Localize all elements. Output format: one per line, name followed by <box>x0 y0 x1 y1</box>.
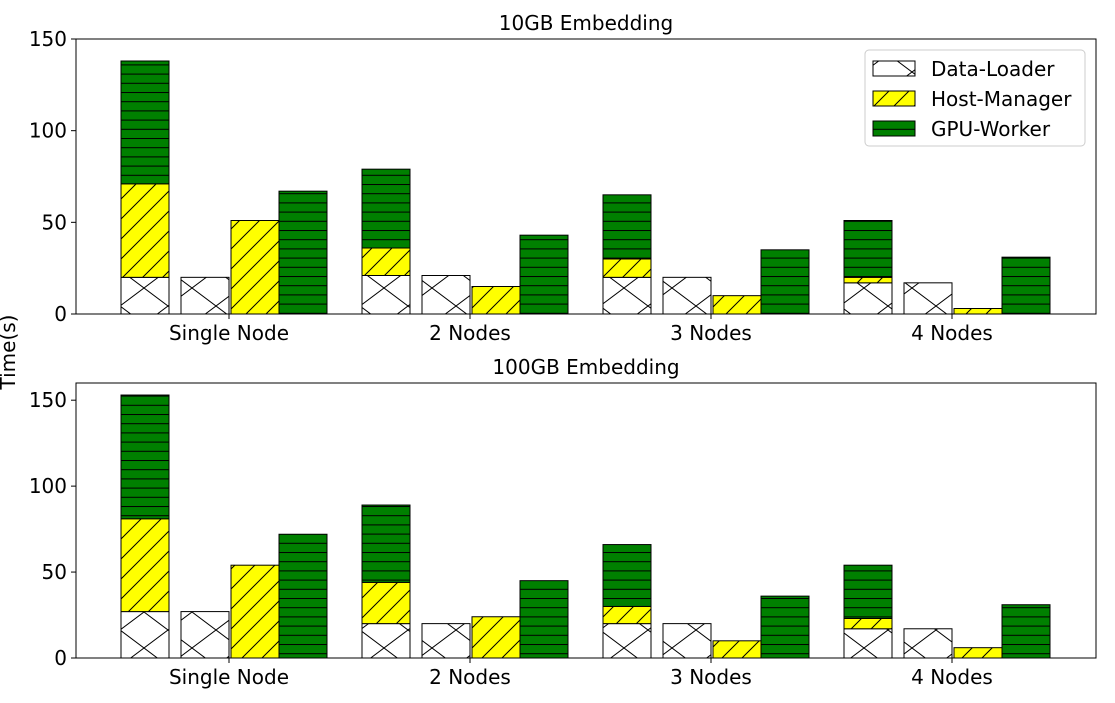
bar-stacked-data-loader-4-nodes-1 <box>843 628 893 659</box>
bar-stacked-gpu-worker-3-nodes-0 <box>602 194 652 260</box>
bar-host-manager-single-node-1 <box>230 564 280 659</box>
legend-swatch-host-manager <box>872 90 916 107</box>
bar-stacked-host-manager-2-nodes-0 <box>361 247 411 276</box>
bar-host-manager-3-nodes-1 <box>712 640 762 659</box>
legend <box>864 49 1086 147</box>
bar-gpu-worker-4-nodes-1 <box>1001 604 1051 659</box>
x-tick-label-4-nodes-1: 4 Nodes <box>911 665 993 689</box>
x-tick-label-2-nodes-1: 2 Nodes <box>429 665 511 689</box>
plot-frame-0 <box>75 38 1097 315</box>
bar-stacked-gpu-worker-4-nodes-0 <box>843 220 893 278</box>
x-tick-label-single-node-0: Single Node <box>169 321 289 345</box>
bar-data-loader-3-nodes-1 <box>662 623 712 659</box>
x-tick-label-4-nodes-0: 4 Nodes <box>911 321 993 345</box>
bar-gpu-worker-3-nodes-0 <box>760 249 810 315</box>
legend-swatch-data-loader <box>872 60 916 77</box>
bar-stacked-data-loader-3-nodes-1 <box>602 623 652 659</box>
bar-stacked-gpu-worker-4-nodes-1 <box>843 564 893 619</box>
legend-swatch-gpu-worker <box>872 120 916 137</box>
bar-stacked-data-loader-single-node-0 <box>120 276 170 315</box>
bar-gpu-worker-4-nodes-0 <box>1001 256 1051 315</box>
y-tick-label-50-1: 50 <box>42 560 67 584</box>
bar-stacked-host-manager-3-nodes-1 <box>602 605 652 625</box>
bar-stacked-host-manager-4-nodes-1 <box>843 617 893 630</box>
y-tick-label-0-1: 0 <box>54 646 67 670</box>
bar-data-loader-4-nodes-1 <box>903 628 953 659</box>
bar-host-manager-4-nodes-1 <box>953 647 1003 659</box>
chart-title-1: 100GB Embedding <box>492 355 679 379</box>
bar-host-manager-2-nodes-1 <box>471 616 521 659</box>
bar-data-loader-3-nodes-0 <box>662 276 712 315</box>
bar-gpu-worker-2-nodes-0 <box>519 234 569 315</box>
bar-gpu-worker-single-node-0 <box>278 190 328 315</box>
legend-label-host-manager: Host-Manager <box>931 87 1072 111</box>
legend-label-gpu-worker: GPU-Worker <box>931 117 1051 141</box>
bar-stacked-data-loader-2-nodes-1 <box>361 623 411 659</box>
bar-stacked-gpu-worker-single-node-0 <box>120 60 170 185</box>
legend-label-data-loader: Data-Loader <box>931 57 1055 81</box>
bar-data-loader-single-node-0 <box>180 276 230 315</box>
bar-stacked-data-loader-single-node-1 <box>120 611 170 659</box>
plot-frame-1 <box>75 382 1097 659</box>
bar-stacked-gpu-worker-single-node-1 <box>120 394 170 520</box>
bar-host-manager-4-nodes-0 <box>953 308 1003 315</box>
bar-data-loader-2-nodes-1 <box>421 623 471 659</box>
bar-stacked-data-loader-3-nodes-0 <box>602 276 652 315</box>
panel-10gb: 10GB Embedding Single Node 2 Nodes 3 Nodes 4… <box>29 11 1097 345</box>
y-tick-label-100-0: 100 <box>29 119 67 143</box>
bar-stacked-host-manager-single-node-0 <box>120 183 170 278</box>
x-tick-label-3-nodes-0: 3 Nodes <box>670 321 752 345</box>
bar-stacked-host-manager-2-nodes-1 <box>361 581 411 625</box>
bar-gpu-worker-3-nodes-1 <box>760 595 810 659</box>
bar-data-loader-2-nodes-0 <box>421 275 471 315</box>
x-tick-label-single-node-1: Single Node <box>169 665 289 689</box>
x-tick-label-3-nodes-1: 3 Nodes <box>670 665 752 689</box>
bar-stacked-host-manager-4-nodes-0 <box>843 276 893 284</box>
x-tick-label-2-nodes-0: 2 Nodes <box>429 321 511 345</box>
bar-data-loader-single-node-1 <box>180 611 230 659</box>
bar-gpu-worker-2-nodes-1 <box>519 580 569 659</box>
bar-host-manager-single-node-0 <box>230 220 280 315</box>
y-tick-label-150-0: 150 <box>29 27 67 51</box>
bar-stacked-gpu-worker-2-nodes-1 <box>361 504 411 583</box>
bar-host-manager-2-nodes-0 <box>471 286 521 315</box>
y-tick-label-100-1: 100 <box>29 474 67 498</box>
bar-stacked-gpu-worker-3-nodes-1 <box>602 544 652 607</box>
bar-gpu-worker-single-node-1 <box>278 533 328 659</box>
y-tick-label-0-0: 0 <box>54 302 67 326</box>
bar-stacked-data-loader-2-nodes-0 <box>361 275 411 315</box>
panel-100gb: 100GB Embedding Single Node 2 Nodes 3 Nodes… <box>29 355 1097 689</box>
y-tick-label-150-1: 150 <box>29 388 67 412</box>
y-axis-label: Time(s) <box>0 315 20 391</box>
y-tick-label-50-0: 50 <box>42 210 67 234</box>
bar-stacked-data-loader-4-nodes-0 <box>843 282 893 315</box>
bar-host-manager-3-nodes-0 <box>712 295 762 315</box>
bar-stacked-host-manager-single-node-1 <box>120 518 170 613</box>
bar-stacked-host-manager-3-nodes-0 <box>602 258 652 278</box>
chart-title-0: 10GB Embedding <box>499 11 673 35</box>
bar-stacked-gpu-worker-2-nodes-0 <box>361 168 411 249</box>
bar-data-loader-4-nodes-0 <box>903 282 953 315</box>
